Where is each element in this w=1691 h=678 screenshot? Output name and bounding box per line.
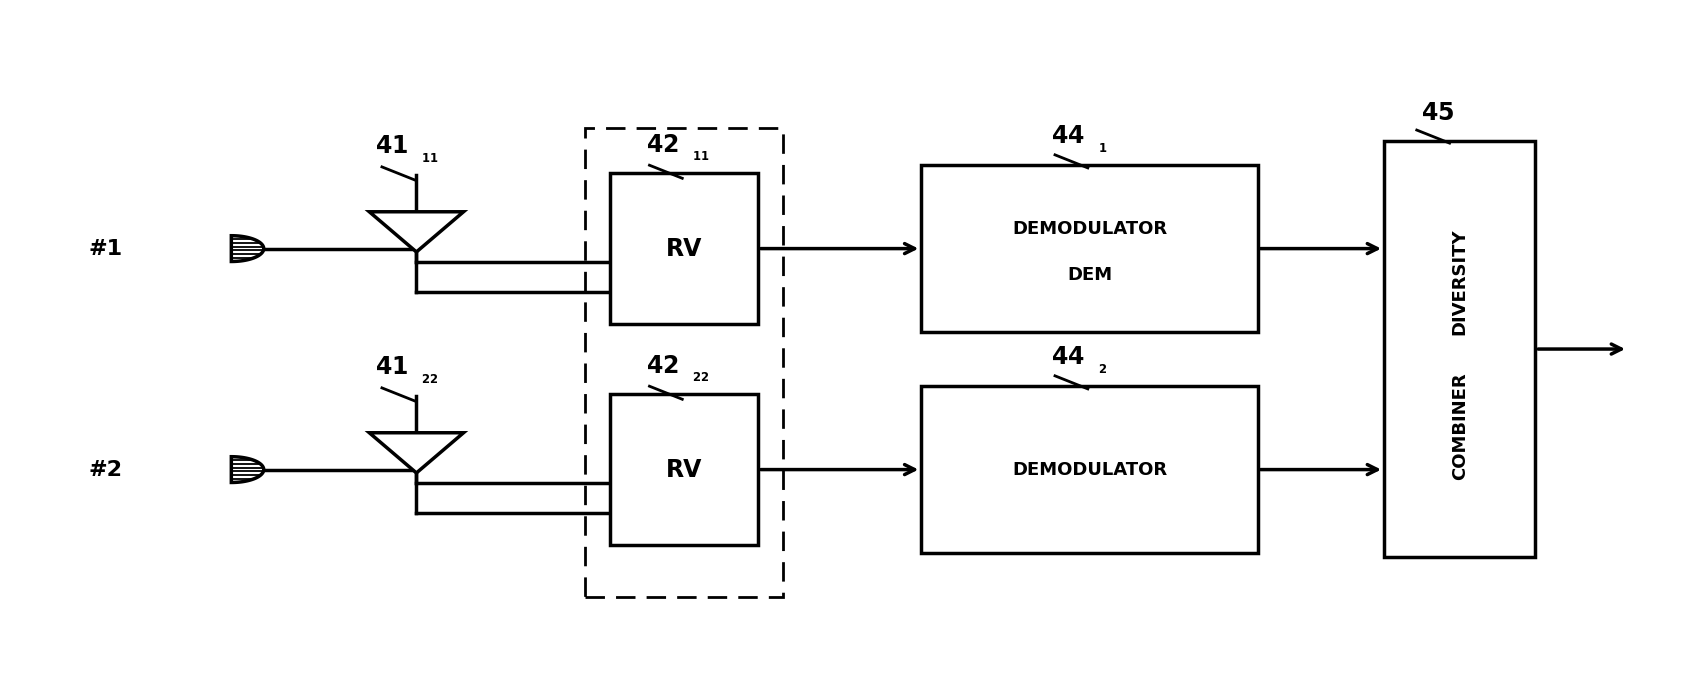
Text: $\mathbf{42}$: $\mathbf{42}$ [646,353,678,378]
Text: DEM: DEM [1067,266,1113,284]
Text: $\mathbf{45}$: $\mathbf{45}$ [1422,101,1454,125]
Text: $\mathbf{44}$: $\mathbf{44}$ [1050,124,1084,148]
Polygon shape [369,212,463,252]
Text: $\mathbf{41}$: $\mathbf{41}$ [375,355,408,379]
Polygon shape [232,236,264,262]
Polygon shape [232,457,264,483]
Text: $\mathbf{_{11}}$: $\mathbf{_{11}}$ [421,147,440,165]
Text: $\mathbf{_1}$: $\mathbf{_1}$ [1097,137,1108,155]
FancyBboxPatch shape [922,165,1258,332]
Text: RV: RV [666,237,702,260]
Text: DIVERSITY: DIVERSITY [1451,228,1469,336]
Text: COMBINER: COMBINER [1451,372,1469,480]
FancyBboxPatch shape [1383,142,1535,557]
Text: $\mathbf{44}$: $\mathbf{44}$ [1050,345,1084,369]
FancyBboxPatch shape [610,174,758,324]
Text: $\mathbf{_{22}}$: $\mathbf{_{22}}$ [421,368,438,386]
Text: $\mathbf{_2}$: $\mathbf{_2}$ [1097,358,1108,376]
Text: #1: #1 [88,239,122,258]
Text: #2: #2 [88,460,122,479]
Text: DEMODULATOR: DEMODULATOR [1011,220,1167,237]
Text: $\mathbf{42}$: $\mathbf{42}$ [646,132,678,157]
Text: $\mathbf{_{22}}$: $\mathbf{_{22}}$ [692,366,710,384]
FancyBboxPatch shape [610,394,758,545]
Text: RV: RV [666,458,702,481]
Text: $\mathbf{41}$: $\mathbf{41}$ [375,134,408,158]
Text: DEMODULATOR: DEMODULATOR [1011,460,1167,479]
FancyBboxPatch shape [922,386,1258,553]
Polygon shape [369,433,463,473]
Text: $\mathbf{_{11}}$: $\mathbf{_{11}}$ [692,145,710,163]
